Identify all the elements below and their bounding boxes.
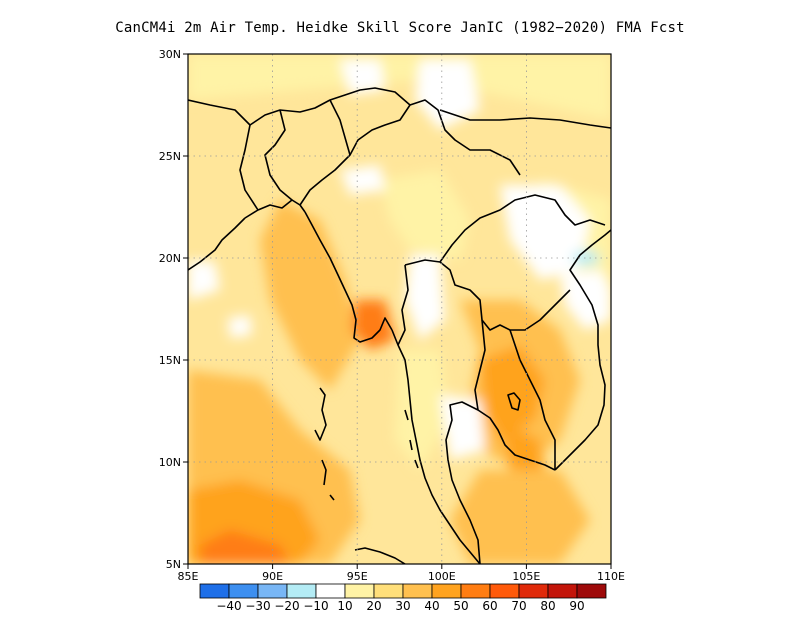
- colorbar-swatch: [518, 583, 549, 599]
- colorbar: −40 −30 −20 −10 10 20 30 40 50 60 70 80 …: [199, 583, 607, 613]
- colorbar-swatch: [489, 583, 520, 599]
- colorbar-swatch: [344, 583, 375, 599]
- colorbar-label: 60: [482, 599, 497, 613]
- lon-label: 110E: [597, 570, 625, 583]
- colorbar-label: 90: [569, 599, 584, 613]
- colorbar-labels: −40 −30 −20 −10 10 20 30 40 50 60 70 80 …: [216, 599, 584, 613]
- colorbar-label: 70: [511, 599, 526, 613]
- colorbar-swatch: [431, 583, 462, 599]
- colorbar-swatch: [547, 583, 578, 599]
- tick-marks: [183, 53, 612, 569]
- colorbar-label: 30: [395, 599, 410, 613]
- lat-label: 30N: [159, 48, 181, 61]
- colorbar-swatches: [199, 583, 607, 599]
- colorbar-swatch: [228, 583, 259, 599]
- lat-label: 15N: [159, 354, 181, 367]
- colorbar-swatch: [460, 583, 491, 599]
- lat-label: 10N: [159, 456, 181, 469]
- lat-axis-labels: 30N 25N 20N 15N 10N 5N: [159, 48, 181, 571]
- colorbar-swatch: [576, 583, 607, 599]
- lat-label: 20N: [159, 252, 181, 265]
- coastlines-borders: [188, 87, 611, 564]
- graticule: [188, 54, 611, 564]
- colorbar-label: 40: [424, 599, 439, 613]
- colorbar-swatch: [315, 583, 346, 599]
- lat-label: 25N: [159, 150, 181, 163]
- colorbar-label: 20: [366, 599, 381, 613]
- colorbar-label: −20: [274, 599, 299, 613]
- colorbar-swatch: [286, 583, 317, 599]
- colorbar-label: 80: [540, 599, 555, 613]
- lon-label: 95E: [347, 570, 368, 583]
- map-title: CanCM4i 2m Air Temp. Heidke Skill Score …: [115, 20, 685, 36]
- colorbar-label: 10: [337, 599, 352, 613]
- lon-label: 85E: [178, 570, 199, 583]
- colorbar-label: 50: [453, 599, 468, 613]
- colorbar-label: −10: [303, 599, 328, 613]
- colorbar-swatch: [402, 583, 433, 599]
- colorbar-label: −30: [245, 599, 270, 613]
- skill-score-field: [188, 54, 611, 564]
- colorbar-swatch: [373, 583, 404, 599]
- lon-label: 90E: [262, 570, 283, 583]
- colorbar-swatch: [199, 583, 230, 599]
- lon-label: 105E: [512, 570, 540, 583]
- lon-axis-labels: 85E 90E 95E 100E 105E 110E: [178, 570, 625, 583]
- plot-frame: [187, 53, 612, 565]
- lat-label: 5N: [166, 558, 181, 571]
- lon-label: 100E: [428, 570, 456, 583]
- colorbar-swatch: [257, 583, 288, 599]
- colorbar-label: −40: [216, 599, 241, 613]
